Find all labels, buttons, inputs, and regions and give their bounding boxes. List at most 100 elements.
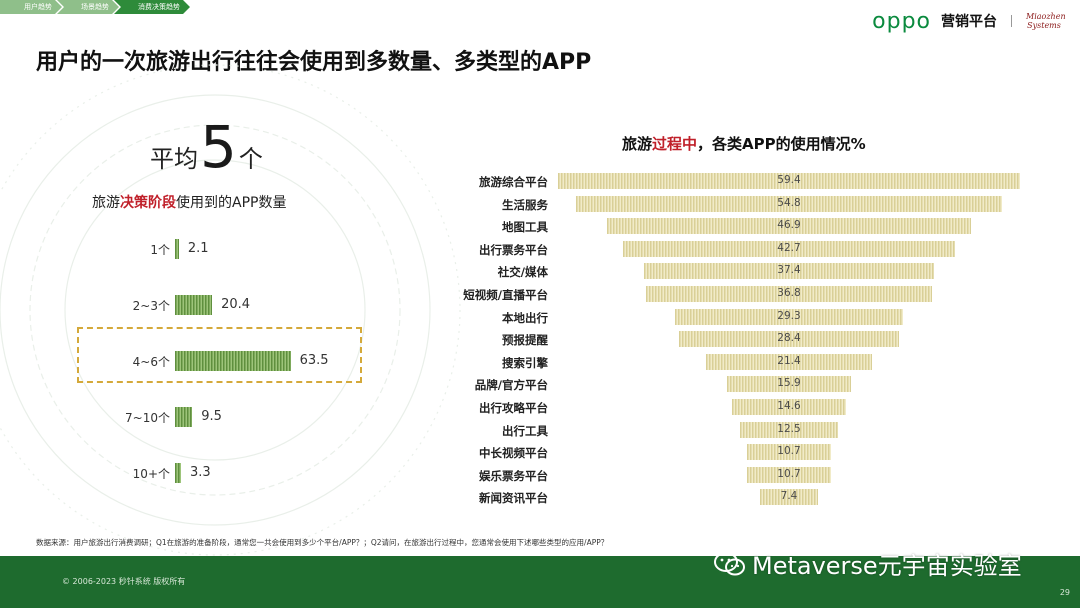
page-title: 用户的一次旅游出行往往会使用到多数量、多类型的APP bbox=[36, 50, 592, 75]
funnel-bar bbox=[557, 173, 1021, 189]
left-bar-row: 2~3个 20.4 bbox=[0, 294, 400, 316]
funnel-value-label: 54.8 bbox=[777, 196, 801, 209]
funnel-value-label: 21.4 bbox=[777, 354, 801, 367]
funnel-category-label: 短视频/直播平台 bbox=[463, 288, 548, 302]
breadcrumb-item-scene-trend[interactable]: 场景趋势 bbox=[57, 0, 119, 14]
funnel-value-label: 7.4 bbox=[780, 490, 798, 503]
left-bar-category-label: 1个 bbox=[150, 243, 170, 257]
left-bar-row: 1个 2.1 bbox=[0, 238, 400, 260]
funnel-category-label: 新闻资讯平台 bbox=[479, 491, 548, 506]
left-bar-category-label: 7~10个 bbox=[125, 411, 170, 425]
funnel-row: 本地出行 29.3 bbox=[440, 308, 1060, 326]
funnel-category-label: 社交/媒体 bbox=[497, 265, 548, 280]
funnel-row: 地图工具 46.9 bbox=[440, 218, 1060, 235]
left-bar bbox=[175, 295, 213, 315]
funnel-row: 品牌/官方平台 15.9 bbox=[440, 376, 1060, 393]
funnel-category-label: 品牌/官方平台 bbox=[474, 378, 548, 393]
wechat-icon bbox=[714, 551, 745, 575]
left-bar-value-label: 20.4 bbox=[221, 297, 251, 312]
funnel-value-label: 36.8 bbox=[777, 287, 801, 299]
funnel-category-label: 旅游综合平台 bbox=[479, 175, 548, 189]
left-bar-value-label: 63.5 bbox=[299, 353, 329, 368]
brand-divider bbox=[1011, 15, 1012, 27]
funnel-category-label: 本地出行 bbox=[502, 310, 548, 325]
data-source-note: 数据来源：用户旅游出行消费调研；Q1在旅游的准备阶段，通常您一共会使用到多少个平… bbox=[36, 538, 609, 547]
left-bar-value-label: 3.3 bbox=[190, 465, 211, 480]
funnel-row: 短视频/直播平台 36.8 bbox=[440, 286, 1060, 303]
funnel-row: 新闻资讯平台 7.4 bbox=[440, 489, 1060, 506]
funnel-bar bbox=[740, 421, 838, 438]
funnel-bar bbox=[575, 195, 1003, 212]
funnel-row: 中长视频平台 10.7 bbox=[440, 444, 1060, 461]
brand-subtitle: 营销平台 bbox=[941, 14, 997, 30]
left-bar bbox=[175, 351, 291, 371]
copyright: © 2006-2023 秒针系统 版权所有 bbox=[62, 577, 186, 586]
highlight-box bbox=[77, 327, 362, 383]
funnel-value-label: 10.7 bbox=[777, 445, 801, 458]
funnel-bar bbox=[675, 308, 903, 325]
funnel-value-label: 28.4 bbox=[777, 332, 801, 345]
funnel-category-label: 生活服务 bbox=[502, 197, 548, 212]
funnel-bar bbox=[732, 399, 846, 415]
left-bar-value-label: 9.5 bbox=[201, 409, 222, 424]
funnel-value-label: 46.9 bbox=[777, 219, 801, 232]
left-bar bbox=[175, 463, 181, 483]
funnel-bar bbox=[747, 466, 831, 483]
funnel-bar bbox=[760, 489, 818, 506]
funnel-category-label: 地图工具 bbox=[502, 220, 548, 235]
right-chart-title: 旅游过程中，各类APP的使用情况% bbox=[622, 135, 866, 153]
funnel-category-label: 娱乐票务平台 bbox=[479, 468, 548, 483]
funnel-value-label: 42.7 bbox=[777, 241, 801, 254]
breadcrumb-item-consumer-decision[interactable]: 消费决策趋势 bbox=[114, 0, 190, 14]
funnel-row: 娱乐票务平台 10.7 bbox=[440, 466, 1060, 484]
funnel-row: 社交/媒体 37.4 bbox=[440, 263, 1060, 280]
left-bar-value-label: 2.1 bbox=[187, 241, 209, 256]
funnel-value-label: 12.5 bbox=[777, 422, 801, 435]
average-suffix: 个 bbox=[238, 145, 263, 173]
left-bar bbox=[175, 407, 193, 427]
funnel-value-label: 14.6 bbox=[777, 400, 801, 412]
breadcrumb-item-user-trend[interactable]: 用户趋势 bbox=[0, 0, 62, 14]
funnel-value-label: 29.3 bbox=[777, 309, 801, 322]
funnel-bar bbox=[606, 218, 972, 235]
average-number: 5 bbox=[200, 113, 237, 181]
funnel-row: 生活服务 54.8 bbox=[440, 195, 1060, 213]
left-bar-row: 10+个 3.3 bbox=[0, 462, 400, 484]
funnel-row: 旅游综合平台 59.4 bbox=[440, 173, 1060, 190]
funnel-value-label: 59.4 bbox=[777, 174, 801, 186]
left-bar-row: 7~10个 9.5 bbox=[0, 406, 400, 428]
funnel-row: 出行工具 12.5 bbox=[440, 421, 1060, 439]
watermark-text: Metaverse元宇宙实验室 bbox=[752, 552, 1022, 580]
funnel-bar bbox=[643, 263, 935, 280]
funnel-bar bbox=[727, 376, 851, 393]
left-chart-title: 旅游决策阶段使用到的APP数量 bbox=[92, 195, 287, 211]
funnel-row: 搜索引擎 21.4 bbox=[440, 353, 1060, 371]
funnel-bar bbox=[678, 331, 900, 348]
footer-bar: © 2006-2023 秒针系统 版权所有 29 bbox=[0, 556, 1080, 608]
funnel-value-label: 15.9 bbox=[777, 377, 801, 390]
watermark: Metaverse元宇宙实验室 bbox=[712, 546, 1022, 581]
funnel-category-label: 出行攻略平台 bbox=[479, 401, 548, 415]
funnel-category-label: 中长视频平台 bbox=[479, 446, 548, 461]
funnel-value-label: 37.4 bbox=[777, 264, 801, 277]
left-bar bbox=[175, 239, 179, 259]
average-prefix: 平均 bbox=[150, 145, 198, 173]
breadcrumb: 用户趋势 场景趋势 消费决策趋势 bbox=[0, 0, 185, 14]
funnel-value-label: 10.7 bbox=[777, 467, 801, 480]
funnel-bar bbox=[705, 353, 873, 370]
page-number: 29 bbox=[1059, 588, 1070, 597]
funnel-bar bbox=[747, 444, 831, 461]
left-bar-category-label: 4~6个 bbox=[132, 355, 170, 369]
funnel-category-label: 出行工具 bbox=[502, 423, 548, 438]
funnel-row: 预报提醒 28.4 bbox=[440, 331, 1060, 348]
funnel-bar bbox=[645, 286, 933, 302]
funnel-category-label: 出行票务平台 bbox=[479, 242, 548, 257]
funnel-row: 出行攻略平台 14.6 bbox=[440, 399, 1060, 416]
funnel-row: 出行票务平台 42.7 bbox=[440, 240, 1060, 258]
oppo-logo: oppo bbox=[872, 8, 931, 34]
brand-header: oppo 营销平台 Miaozhen Systems bbox=[872, 8, 1065, 34]
left-bar-category-label: 2~3个 bbox=[132, 299, 170, 313]
funnel-bar bbox=[622, 240, 956, 257]
average-stat: 平均 5 个 bbox=[150, 118, 263, 176]
funnel-category-label: 搜索引擎 bbox=[502, 355, 548, 370]
